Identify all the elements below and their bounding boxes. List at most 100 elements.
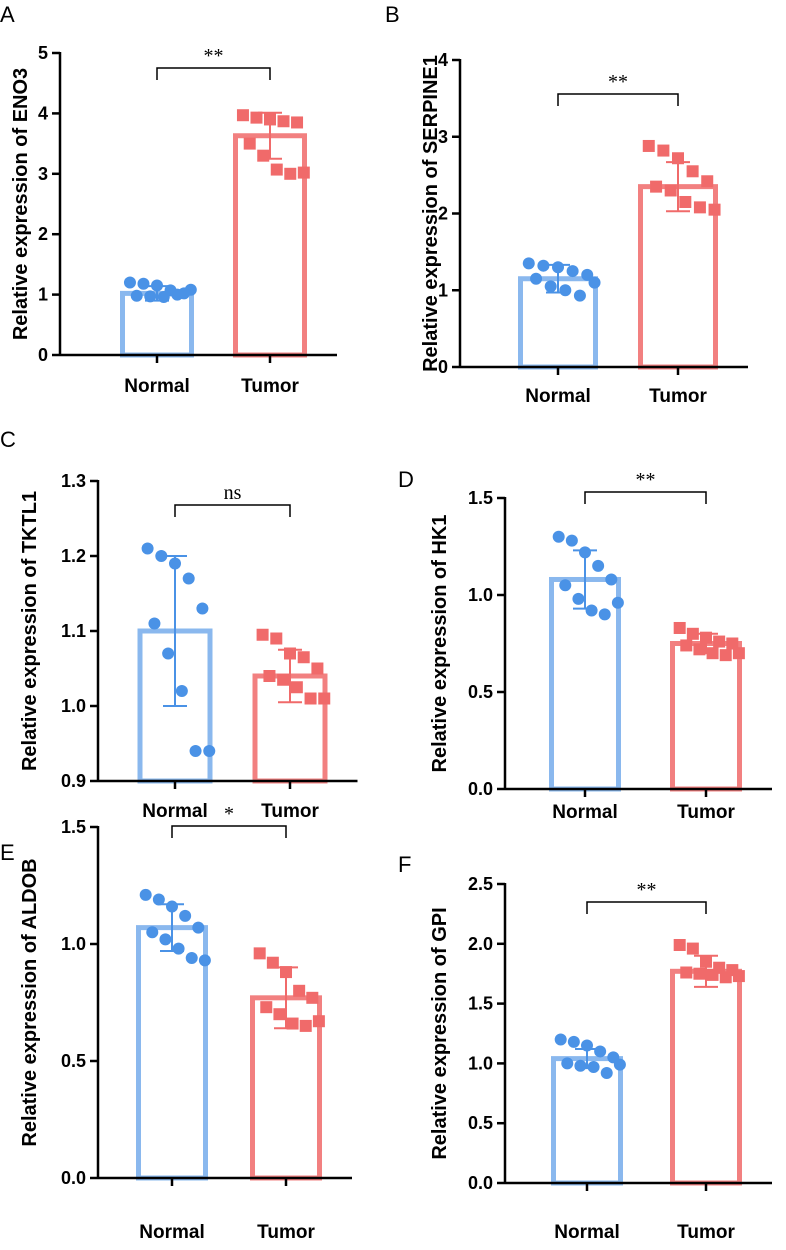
bar-tumor <box>638 184 718 370</box>
y-axis-label: Relative expression of GPI <box>429 907 451 1159</box>
bar-tumor <box>670 641 742 792</box>
data-point-tumor <box>253 947 266 960</box>
data-point-normal <box>137 277 150 290</box>
data-point-tumor <box>657 144 670 157</box>
y-tick-label: 0 <box>438 357 448 377</box>
bar-normal <box>136 925 208 1181</box>
data-point-tumor <box>719 649 732 662</box>
data-point-tumor <box>693 967 706 980</box>
data-point-normal <box>565 534 578 547</box>
x-tick-label-normal: Normal <box>552 802 617 823</box>
y-tick-label: 2.0 <box>468 934 493 954</box>
data-point-tumor <box>686 942 699 955</box>
data-point-normal <box>572 592 585 605</box>
data-point-tumor <box>312 1015 325 1028</box>
data-point-normal <box>554 1033 567 1046</box>
y-tick-label: 1.0 <box>468 1053 493 1073</box>
y-tick-label: 0.0 <box>468 1173 493 1193</box>
data-point-normal <box>600 1066 613 1079</box>
data-point-normal <box>184 283 197 296</box>
x-tick-label-tumor: Tumor <box>649 386 707 407</box>
y-axis-label: Relative expression of ALDOB <box>19 858 41 1146</box>
data-point-tumor <box>318 692 331 705</box>
y-tick-label: 3 <box>438 127 448 147</box>
data-point-tumor <box>273 1008 286 1021</box>
data-point-normal <box>155 550 168 562</box>
data-point-tumor <box>672 152 684 165</box>
x-tick-label-tumor: Tumor <box>677 1222 735 1243</box>
data-point-tumor <box>701 175 714 188</box>
panel-letter: E <box>0 840 15 865</box>
data-point-tumor <box>708 203 721 216</box>
data-point-normal <box>530 272 543 285</box>
significance-label: ** <box>637 879 657 901</box>
y-tick-label: 0 <box>38 345 48 365</box>
data-point-normal <box>592 559 605 572</box>
bar-normal <box>120 290 194 358</box>
data-point-normal <box>552 261 564 274</box>
y-tick-label: 1 <box>38 285 48 305</box>
data-point-tumor <box>260 1001 273 1014</box>
data-point-normal <box>594 1045 607 1058</box>
y-axis-label: Relative expression of TKTL1 <box>19 491 41 771</box>
data-point-tumor <box>642 139 655 152</box>
data-point-tumor <box>693 201 706 214</box>
y-tick-label: 0.9 <box>61 771 86 791</box>
y-tick-label: 2.5 <box>468 874 493 894</box>
data-point-tumor <box>290 681 303 694</box>
data-point-tumor <box>650 180 663 193</box>
data-point-normal <box>559 284 572 297</box>
x-tick-label-tumor: Tumor <box>677 802 735 823</box>
data-point-tumor <box>284 167 297 180</box>
data-point-tumor <box>277 673 290 686</box>
data-point-tumor <box>286 1017 299 1030</box>
data-point-tumor <box>700 631 712 644</box>
data-point-normal <box>146 926 159 939</box>
data-point-tumor <box>270 163 283 176</box>
chart-panel-a: A Relative expression of ENO3 Normal Tumor 0… <box>0 2 337 397</box>
y-tick-label: 1.3 <box>61 471 86 491</box>
y-tick-label: 1.5 <box>468 488 493 508</box>
data-point-tumor <box>257 149 270 162</box>
data-point-tumor <box>700 955 712 968</box>
bar-tumor <box>670 968 742 1186</box>
data-point-normal <box>123 276 136 289</box>
panel-letter: B <box>385 2 400 27</box>
chart-panel-f: F Relative expression of GPI Normal Tumor 0.… <box>398 852 772 1243</box>
data-point-normal <box>552 530 565 543</box>
data-point-normal <box>179 909 192 922</box>
data-point-tumor <box>263 670 276 682</box>
data-point-normal <box>151 279 163 292</box>
y-axis-label: Relative expression of HK1 <box>429 515 451 773</box>
data-point-tumor <box>306 991 319 1004</box>
data-point-tumor <box>277 115 290 128</box>
chart-panel-d: D Relative expression of HK1 Normal Tumor 0.… <box>398 467 772 823</box>
data-point-normal <box>559 579 572 592</box>
data-point-normal <box>130 289 143 302</box>
y-tick-label: 0.5 <box>468 1113 493 1133</box>
data-point-tumor <box>726 637 739 650</box>
y-tick-label: 1.0 <box>61 696 86 716</box>
significance-bracket <box>584 491 707 504</box>
data-point-normal <box>185 952 198 965</box>
significance-bracket <box>171 825 287 838</box>
panel-letter: C <box>0 427 16 452</box>
y-tick-label: 1.1 <box>61 621 86 641</box>
data-point-tumor <box>713 635 726 648</box>
data-point-normal <box>587 1060 600 1073</box>
data-point-normal <box>196 602 209 615</box>
y-tick-label: 1.0 <box>61 934 86 954</box>
significance-label: ** <box>204 45 224 67</box>
data-point-normal <box>162 647 175 660</box>
data-point-normal <box>544 280 557 293</box>
data-point-normal <box>611 596 624 609</box>
data-point-normal <box>166 900 178 913</box>
data-point-normal <box>141 542 154 555</box>
y-tick-label: 1.2 <box>61 546 86 566</box>
data-point-normal <box>566 265 579 278</box>
data-point-tumor <box>299 1019 312 1032</box>
data-point-normal <box>613 1058 626 1071</box>
y-tick-label: 1 <box>438 280 448 300</box>
chart-panel-c: C Relative expression of TKTL1 Normal Tumor… <box>0 427 358 822</box>
